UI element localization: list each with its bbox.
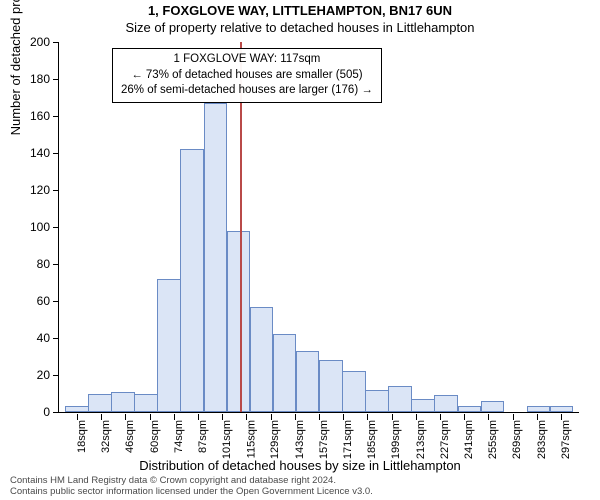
xtick-label: 60sqm bbox=[149, 420, 161, 453]
histogram-bar bbox=[342, 371, 366, 412]
histogram-bar bbox=[250, 307, 274, 412]
ytick-label: 0 bbox=[10, 405, 50, 419]
xtick-label: 32sqm bbox=[100, 420, 112, 453]
ytick-label: 80 bbox=[10, 257, 50, 271]
xtick-label: 241sqm bbox=[463, 420, 475, 459]
xtick-label: 74sqm bbox=[173, 420, 185, 453]
histogram-bar bbox=[550, 406, 574, 412]
xtick-label: 213sqm bbox=[415, 420, 427, 459]
xtick-label: 185sqm bbox=[366, 420, 378, 459]
ytick bbox=[53, 301, 59, 302]
xtick-label: 101sqm bbox=[221, 420, 233, 459]
ytick bbox=[53, 412, 59, 413]
chart-subtitle: Size of property relative to detached ho… bbox=[0, 20, 600, 35]
histogram-bar bbox=[227, 231, 251, 412]
chart-container: 1, FOXGLOVE WAY, LITTLEHAMPTON, BN17 6UN… bbox=[0, 0, 600, 500]
histogram-bar bbox=[365, 390, 389, 412]
xtick-label: 269sqm bbox=[512, 420, 524, 459]
histogram-bar bbox=[204, 103, 228, 412]
xtick-label: 255sqm bbox=[487, 420, 499, 459]
ytick-label: 140 bbox=[10, 146, 50, 160]
histogram-bar bbox=[319, 360, 343, 412]
info-line-1: 1 FOXGLOVE WAY: 117sqm bbox=[121, 52, 373, 68]
xtick-label: 18sqm bbox=[76, 420, 88, 453]
xtick-label: 171sqm bbox=[342, 420, 354, 459]
xtick-label: 46sqm bbox=[124, 420, 136, 453]
info-line-3: 26% of semi-detached houses are larger (… bbox=[121, 83, 373, 99]
xtick-label: 297sqm bbox=[560, 420, 572, 459]
ytick-label: 160 bbox=[10, 109, 50, 123]
xtick-label: 157sqm bbox=[318, 420, 330, 459]
ytick bbox=[53, 42, 59, 43]
xtick-label: 129sqm bbox=[270, 420, 282, 459]
histogram-bar bbox=[134, 394, 158, 413]
xtick-label: 227sqm bbox=[439, 420, 451, 459]
ytick bbox=[53, 338, 59, 339]
histogram-bar bbox=[388, 386, 412, 412]
xtick-label: 143sqm bbox=[294, 420, 306, 459]
xtick-label: 115sqm bbox=[245, 420, 257, 458]
ytick bbox=[53, 116, 59, 117]
ytick-label: 40 bbox=[10, 331, 50, 345]
histogram-bar bbox=[273, 334, 297, 412]
ytick bbox=[53, 227, 59, 228]
info-line-2: ← 73% of detached houses are smaller (50… bbox=[121, 68, 373, 84]
histogram-bar bbox=[88, 394, 112, 413]
histogram-bar bbox=[180, 149, 204, 412]
ytick-label: 200 bbox=[10, 35, 50, 49]
footer-line-2: Contains public sector information licen… bbox=[10, 487, 373, 498]
ytick-label: 180 bbox=[10, 72, 50, 86]
ytick-label: 20 bbox=[10, 368, 50, 382]
ytick bbox=[53, 190, 59, 191]
info-box: 1 FOXGLOVE WAY: 117sqm ← 73% of detached… bbox=[112, 48, 382, 103]
histogram-bar bbox=[458, 406, 482, 412]
xtick-label: 87sqm bbox=[197, 420, 209, 453]
xaxis-title: Distribution of detached houses by size … bbox=[0, 458, 600, 473]
footer-attribution: Contains HM Land Registry data © Crown c… bbox=[10, 476, 373, 498]
chart-title-address: 1, FOXGLOVE WAY, LITTLEHAMPTON, BN17 6UN bbox=[0, 3, 600, 18]
ytick-label: 100 bbox=[10, 220, 50, 234]
histogram-bar bbox=[481, 401, 505, 412]
histogram-bar bbox=[527, 406, 551, 412]
xtick-label: 283sqm bbox=[536, 420, 548, 459]
ytick bbox=[53, 375, 59, 376]
histogram-bar bbox=[411, 399, 435, 412]
histogram-bar bbox=[296, 351, 320, 412]
ytick-label: 120 bbox=[10, 183, 50, 197]
xtick-label: 199sqm bbox=[391, 420, 403, 459]
ytick bbox=[53, 264, 59, 265]
histogram-bar bbox=[65, 406, 89, 412]
histogram-bar bbox=[157, 279, 181, 412]
histogram-bar bbox=[434, 395, 458, 412]
histogram-bar bbox=[111, 392, 135, 412]
ytick-label: 60 bbox=[10, 294, 50, 308]
ytick bbox=[53, 153, 59, 154]
ytick bbox=[53, 79, 59, 80]
